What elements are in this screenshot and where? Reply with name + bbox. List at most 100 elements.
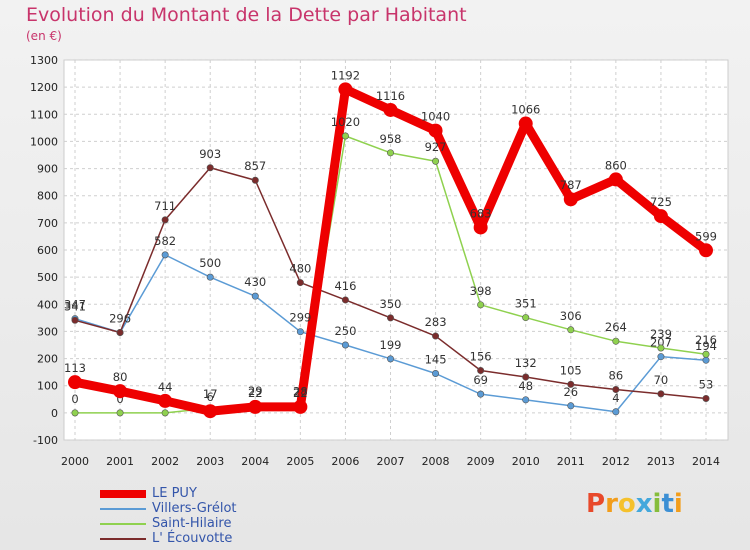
data-point — [161, 409, 169, 417]
x-tick-label: 2008 — [422, 455, 450, 468]
x-tick-label: 2004 — [241, 455, 269, 468]
data-point — [161, 216, 169, 224]
data-point — [206, 273, 214, 281]
line-chart: -100010020030040050060070080090010001100… — [30, 54, 729, 468]
data-point — [699, 243, 713, 258]
data-label: 351 — [515, 297, 537, 311]
legend-label: Saint-Hilaire — [152, 516, 232, 531]
data-label: 113 — [64, 361, 86, 375]
logo-letter: t — [661, 489, 674, 519]
data-point — [161, 251, 169, 259]
data-label: 1040 — [421, 110, 450, 124]
data-label: 17 — [203, 387, 218, 401]
data-label: 1116 — [376, 89, 405, 103]
data-label: 711 — [154, 199, 176, 213]
legend-item: Villers-Grélot — [100, 501, 237, 516]
legend-item: L' Écouvotte — [100, 531, 237, 546]
data-point — [657, 390, 665, 398]
data-label: 70 — [654, 373, 669, 387]
data-label: 958 — [380, 132, 402, 146]
data-label: 599 — [695, 229, 717, 243]
data-point — [612, 408, 620, 416]
data-point — [612, 337, 620, 345]
legend-item: LE PUY — [100, 486, 237, 501]
data-label: 26 — [563, 385, 578, 399]
x-tick-label: 2003 — [196, 455, 224, 468]
data-label: 398 — [470, 284, 492, 298]
legend-swatch — [100, 522, 146, 525]
logo-letter: r — [605, 489, 618, 519]
y-tick-label: 600 — [37, 244, 58, 257]
data-point — [203, 404, 218, 419]
data-label: 29 — [248, 384, 263, 398]
data-label: 53 — [699, 377, 714, 391]
data-point — [567, 402, 575, 410]
data-point — [608, 172, 623, 187]
data-point — [248, 399, 263, 414]
data-point — [522, 373, 530, 381]
data-point — [563, 192, 578, 207]
data-point — [657, 353, 665, 361]
data-point — [251, 176, 259, 184]
data-label: 199 — [380, 338, 402, 352]
y-tick-label: 300 — [37, 325, 58, 338]
x-tick-label: 2001 — [106, 455, 134, 468]
data-label: 1066 — [511, 103, 540, 117]
data-label: 28 — [293, 384, 308, 398]
x-tick-label: 2013 — [647, 455, 675, 468]
data-point — [473, 220, 488, 235]
data-label: 80 — [113, 370, 128, 384]
x-tick-label: 2010 — [512, 455, 540, 468]
data-label: 500 — [199, 256, 221, 270]
data-point — [341, 341, 349, 349]
x-tick-label: 2009 — [467, 455, 495, 468]
logo-letter: i — [652, 489, 662, 519]
logo-letter: P — [586, 489, 606, 519]
data-label: 787 — [560, 178, 582, 192]
data-label: 416 — [334, 279, 356, 293]
data-label: 69 — [473, 373, 488, 387]
data-point — [567, 380, 575, 388]
data-point — [116, 409, 124, 417]
data-label: 86 — [609, 369, 624, 383]
y-tick-label: 1100 — [30, 108, 58, 121]
data-point — [522, 396, 530, 404]
data-point — [341, 296, 349, 304]
data-label: 22 — [293, 386, 308, 400]
data-point — [296, 279, 304, 287]
data-point — [477, 390, 485, 398]
data-point — [71, 316, 79, 324]
x-tick-label: 2007 — [377, 455, 405, 468]
data-label: 903 — [199, 147, 221, 161]
chart-title: Evolution du Montant de la Dette par Hab… — [26, 4, 467, 26]
proxiti-logo: Proxiti — [586, 489, 683, 519]
data-point — [68, 375, 82, 390]
data-label: 480 — [289, 262, 311, 276]
data-point — [702, 350, 710, 358]
x-tick-label: 2014 — [692, 455, 720, 468]
x-tick-label: 2011 — [557, 455, 585, 468]
data-point — [251, 292, 259, 300]
data-label: 194 — [695, 339, 717, 353]
data-point — [477, 301, 485, 309]
legend-label: Villers-Grélot — [152, 501, 237, 516]
data-label: 430 — [244, 275, 266, 289]
y-tick-label: 700 — [37, 217, 58, 230]
legend-item: Saint-Hilaire — [100, 516, 237, 531]
y-tick-label: -100 — [33, 434, 58, 447]
data-point — [386, 355, 394, 363]
data-point — [432, 332, 440, 340]
data-point — [296, 328, 304, 336]
y-tick-label: 900 — [37, 163, 58, 176]
x-tick-label: 2002 — [151, 455, 179, 468]
data-label: 156 — [470, 350, 492, 364]
data-label: 22 — [248, 386, 263, 400]
legend-swatch — [100, 507, 146, 510]
data-label: 132 — [515, 356, 537, 370]
data-point — [702, 394, 710, 402]
data-label: 1020 — [331, 115, 360, 129]
data-point — [386, 149, 394, 157]
data-label: 250 — [334, 324, 356, 338]
data-point — [477, 367, 485, 375]
